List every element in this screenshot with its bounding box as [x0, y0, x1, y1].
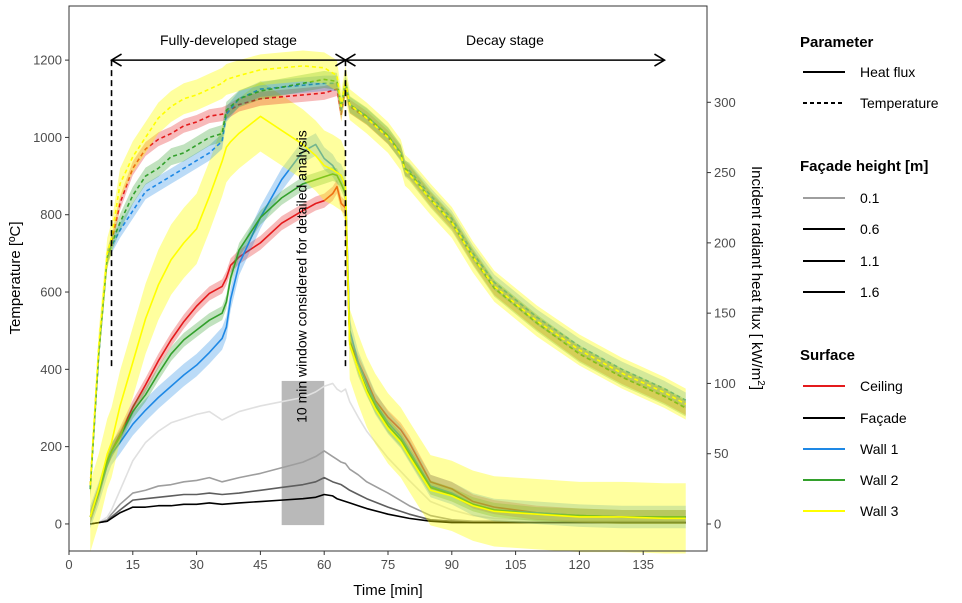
legend-item-heat-flux: Heat flux — [860, 64, 915, 80]
analysis-window-label: 10 min window considered for detailed an… — [294, 130, 310, 423]
y-right-tick-label: 150 — [714, 306, 736, 321]
x-tick-label: 30 — [189, 557, 203, 572]
legend-height-item-2: 0.6 — [860, 221, 880, 237]
heat-flux-wall-2-1-6-line — [89, 173, 686, 518]
y-right-tick-label: 50 — [714, 446, 728, 461]
heat-flux-wall-2-1-6-band — [90, 166, 686, 525]
y-left-tick-label: 200 — [40, 439, 62, 454]
y-axis-right-title: Incident radiant heat flux [ kW/m2] — [748, 166, 766, 390]
x-tick-label: 90 — [445, 557, 459, 572]
y-left-tick-label: 400 — [40, 362, 62, 377]
x-axis-title: Time [min] — [353, 582, 422, 599]
legend-height-item-4: 1.6 — [860, 284, 880, 300]
x-tick-label: 0 — [65, 557, 72, 572]
heat-flux-facade-1-6-line — [90, 493, 686, 525]
decay-stage-label: Decay stage — [466, 32, 544, 48]
y-left-tick-label: 1200 — [33, 53, 62, 68]
legend-parameter-title: Parameter — [800, 34, 874, 51]
y-right-tick-label: 0 — [714, 517, 721, 532]
y-right-tick-label: 100 — [714, 376, 736, 391]
y-axis-left-title: Temperature [ºC] — [7, 221, 24, 334]
heat-flux-wall-3-1-6-band — [90, 81, 686, 554]
heat-flux-wall-3-1-6-line — [89, 115, 686, 520]
y-right-tick-label: 300 — [714, 95, 736, 110]
y-right-tick-label: 250 — [714, 165, 736, 180]
x-tick-label: 120 — [569, 557, 591, 572]
legend-surface-item-wall-2: Wall 2 — [860, 472, 899, 488]
legend-height-item-1: 0.1 — [860, 190, 880, 206]
axes: 0 15 30 45 60 75 90 105 120 135020040060080010001… — [33, 53, 736, 572]
y-left-tick-label: 800 — [40, 207, 62, 222]
legend-surface-item-wall-3: Wall 3 — [860, 503, 899, 519]
legend-item-temperature: Temperature — [860, 95, 939, 111]
x-tick-label: 15 — [126, 557, 140, 572]
y-axis-right-title-end: ] — [748, 386, 765, 390]
x-tick-label: 60 — [317, 557, 331, 572]
analysis-window-band — [281, 380, 325, 526]
x-tick-label: 45 — [253, 557, 267, 572]
legend-height-item-3: 1.1 — [860, 253, 880, 269]
legend-height-title: Façade height [m] — [800, 158, 928, 175]
y-axis-right-title-main: Incident radiant heat flux [ kW/m — [748, 166, 765, 380]
heat-flux-ceiling-1-6-line — [89, 185, 686, 518]
temperature-wall-1-line — [89, 82, 687, 488]
legend-surface-item-facade: Façade — [860, 410, 907, 426]
fully-developed-stage-label: Fully-developed stage — [160, 32, 297, 48]
x-tick-label: 135 — [632, 557, 654, 572]
legend-parameter: Parameter Heat flux Temperature — [800, 34, 939, 111]
fully-developed-arrow-head-left — [109, 53, 122, 67]
decay-arrow-head-left — [343, 53, 356, 67]
plot-content: Fully-developed stage Decay stage 10 min w… — [89, 32, 687, 554]
legend-surface-title: Surface — [800, 347, 855, 364]
x-tick-label: 75 — [381, 557, 395, 572]
y-axis-right-title-sup: 2 — [755, 380, 766, 386]
heat-flux-facade-0-1-line — [90, 382, 686, 525]
y-left-tick-label: 600 — [40, 285, 62, 300]
legend-surface-item-ceiling: Ceiling — [860, 378, 903, 394]
y-right-tick-label: 200 — [714, 235, 736, 250]
legend-surface: Surface Ceiling Façade Wall 1 Wall 2 Wal… — [800, 347, 907, 519]
x-tick-label: 105 — [505, 557, 527, 572]
temperature-wall-2-line — [89, 78, 687, 490]
decay-arrow-head-right — [654, 53, 667, 67]
legend-height: Façade height [m] 0.1 0.6 1.1 1.6 — [800, 158, 928, 300]
temperature-wall-3-band — [90, 50, 686, 501]
heat-flux-facade-0-6-line — [90, 450, 686, 525]
heat-flux-wall-1-1-6-line — [89, 143, 686, 518]
y-left-tick-label: 0 — [55, 516, 62, 531]
y-left-tick-label: 1000 — [33, 130, 62, 145]
legend-surface-item-wall-1: Wall 1 — [860, 441, 899, 457]
